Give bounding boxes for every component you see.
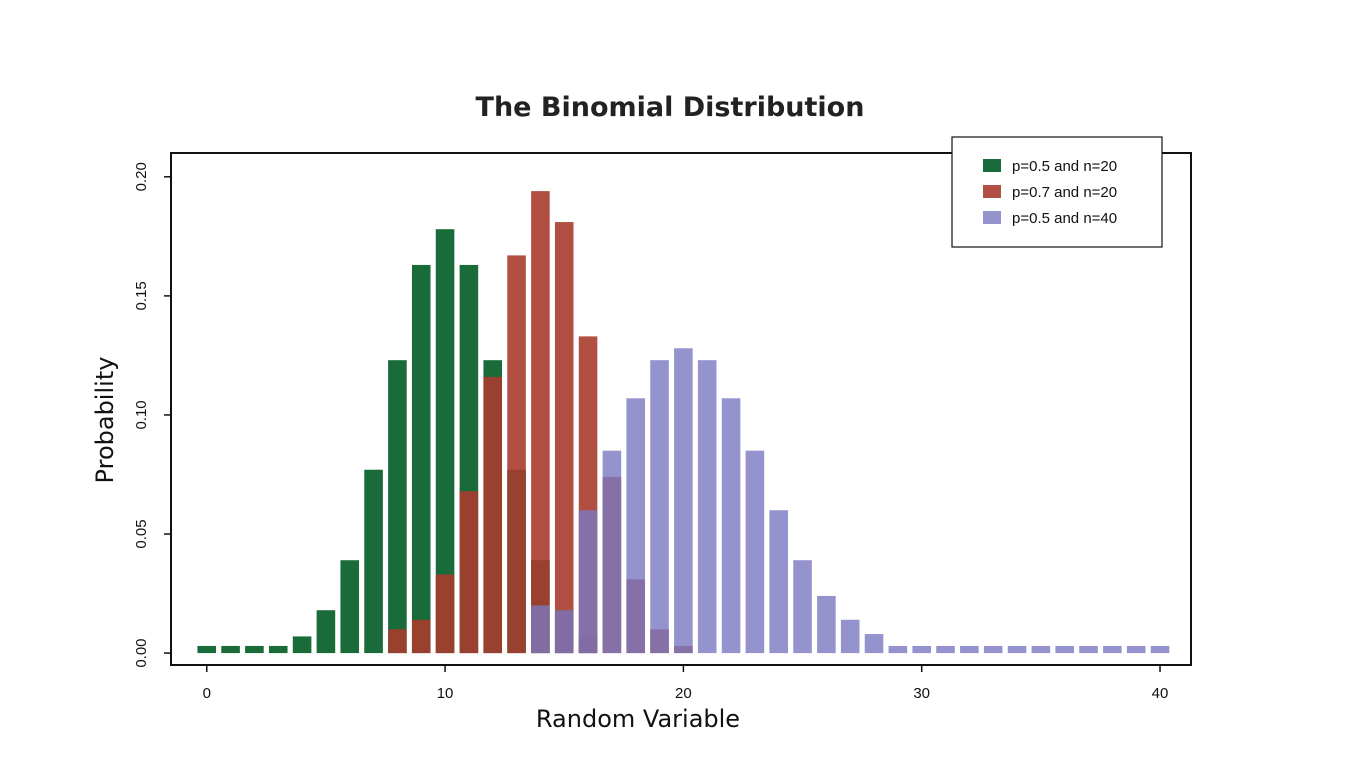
bar-series-3-x28 [864, 634, 884, 654]
bar-series-2-x9 [411, 619, 431, 654]
bar-series-3-x39 [1126, 645, 1146, 654]
y-tick-label: 0.05 [133, 519, 150, 548]
bar-series-2-x10 [435, 574, 455, 654]
bar-series-3-x17 [602, 450, 622, 654]
bar-series-3-x37 [1079, 645, 1098, 654]
bar-series-1-x6 [340, 560, 360, 654]
x-tick-label: 0 [203, 685, 211, 702]
legend-swatch-series-1 [983, 159, 1001, 172]
bar-series-2-x12 [483, 376, 503, 654]
legend-swatch-series-2 [983, 185, 1001, 198]
bar-series-1-x1 [221, 645, 240, 654]
y-axis-label: Probability [91, 357, 119, 484]
bar-series-2-x8 [388, 629, 407, 654]
legend-label-series-1: p=0.5 and n=20 [1012, 158, 1117, 175]
x-tick-label: 10 [437, 685, 454, 702]
bars-layer [197, 191, 1170, 654]
bar-series-3-x24 [769, 510, 789, 654]
x-axis-label: Random Variable [536, 705, 740, 733]
legend-label-series-3: p=0.5 and n=40 [1012, 210, 1117, 227]
bar-series-3-x22 [721, 398, 741, 654]
bar-series-1-x5 [316, 610, 336, 654]
y-tick-label: 0.00 [133, 638, 150, 667]
bar-series-2-x14 [531, 191, 550, 654]
bar-series-1-x9 [411, 264, 431, 654]
bar-series-3-x20 [674, 348, 693, 654]
x-tick-label: 30 [913, 685, 930, 702]
y-tick-label: 0.10 [133, 400, 150, 429]
plot-frame [170, 152, 1192, 666]
bar-series-1-x10 [435, 229, 455, 654]
bar-series-3-x32 [960, 645, 979, 654]
bar-series-3-x33 [983, 645, 1003, 654]
bar-series-3-x15 [554, 610, 574, 654]
chart-title: The Binomial Distribution [476, 92, 865, 123]
y-tick-label: 0.20 [133, 162, 150, 191]
y-tick-label: 0.15 [133, 281, 150, 310]
bar-series-3-x27 [840, 619, 860, 654]
bar-series-3-x16 [578, 510, 598, 654]
bar-series-2-x15 [554, 222, 574, 654]
bar-series-3-x38 [1103, 645, 1122, 654]
legend-label-series-2: p=0.7 and n=20 [1012, 184, 1117, 201]
bar-series-1-x4 [292, 636, 312, 654]
bar-series-3-x23 [745, 450, 765, 654]
bar-series-3-x36 [1055, 645, 1074, 654]
bar-series-3-x25 [793, 560, 812, 654]
bar-series-3-x30 [912, 645, 931, 654]
bar-series-1-x2 [245, 645, 264, 654]
bar-series-3-x19 [650, 360, 669, 654]
legend-swatch-series-3 [983, 211, 1001, 224]
bar-series-3-x31 [936, 645, 955, 654]
bar-series-3-x14 [531, 605, 550, 654]
bar-series-3-x26 [817, 595, 836, 654]
bar-series-1-x7 [364, 469, 383, 654]
x-axis: 0 10 20 30 40 [203, 665, 1169, 702]
bar-series-3-x29 [888, 645, 908, 654]
bar-series-3-x21 [697, 360, 717, 654]
bar-series-3-x34 [1007, 645, 1027, 654]
y-axis: 0.00 0.05 0.10 0.15 0.20 [133, 162, 171, 668]
bar-series-3-x40 [1150, 645, 1170, 654]
bar-series-1-x0 [197, 645, 217, 654]
x-tick-label: 40 [1152, 685, 1169, 702]
bar-series-2-x11 [459, 491, 479, 654]
bar-series-3-x18 [626, 398, 646, 654]
bar-series-1-x8 [388, 360, 407, 654]
bar-series-1-x3 [268, 645, 288, 654]
legend: p=0.5 and n=20 p=0.7 and n=20 p=0.5 and … [951, 136, 1163, 248]
bar-series-2-x13 [507, 255, 526, 654]
bar-series-3-x35 [1031, 645, 1051, 654]
x-tick-label: 20 [675, 685, 692, 702]
